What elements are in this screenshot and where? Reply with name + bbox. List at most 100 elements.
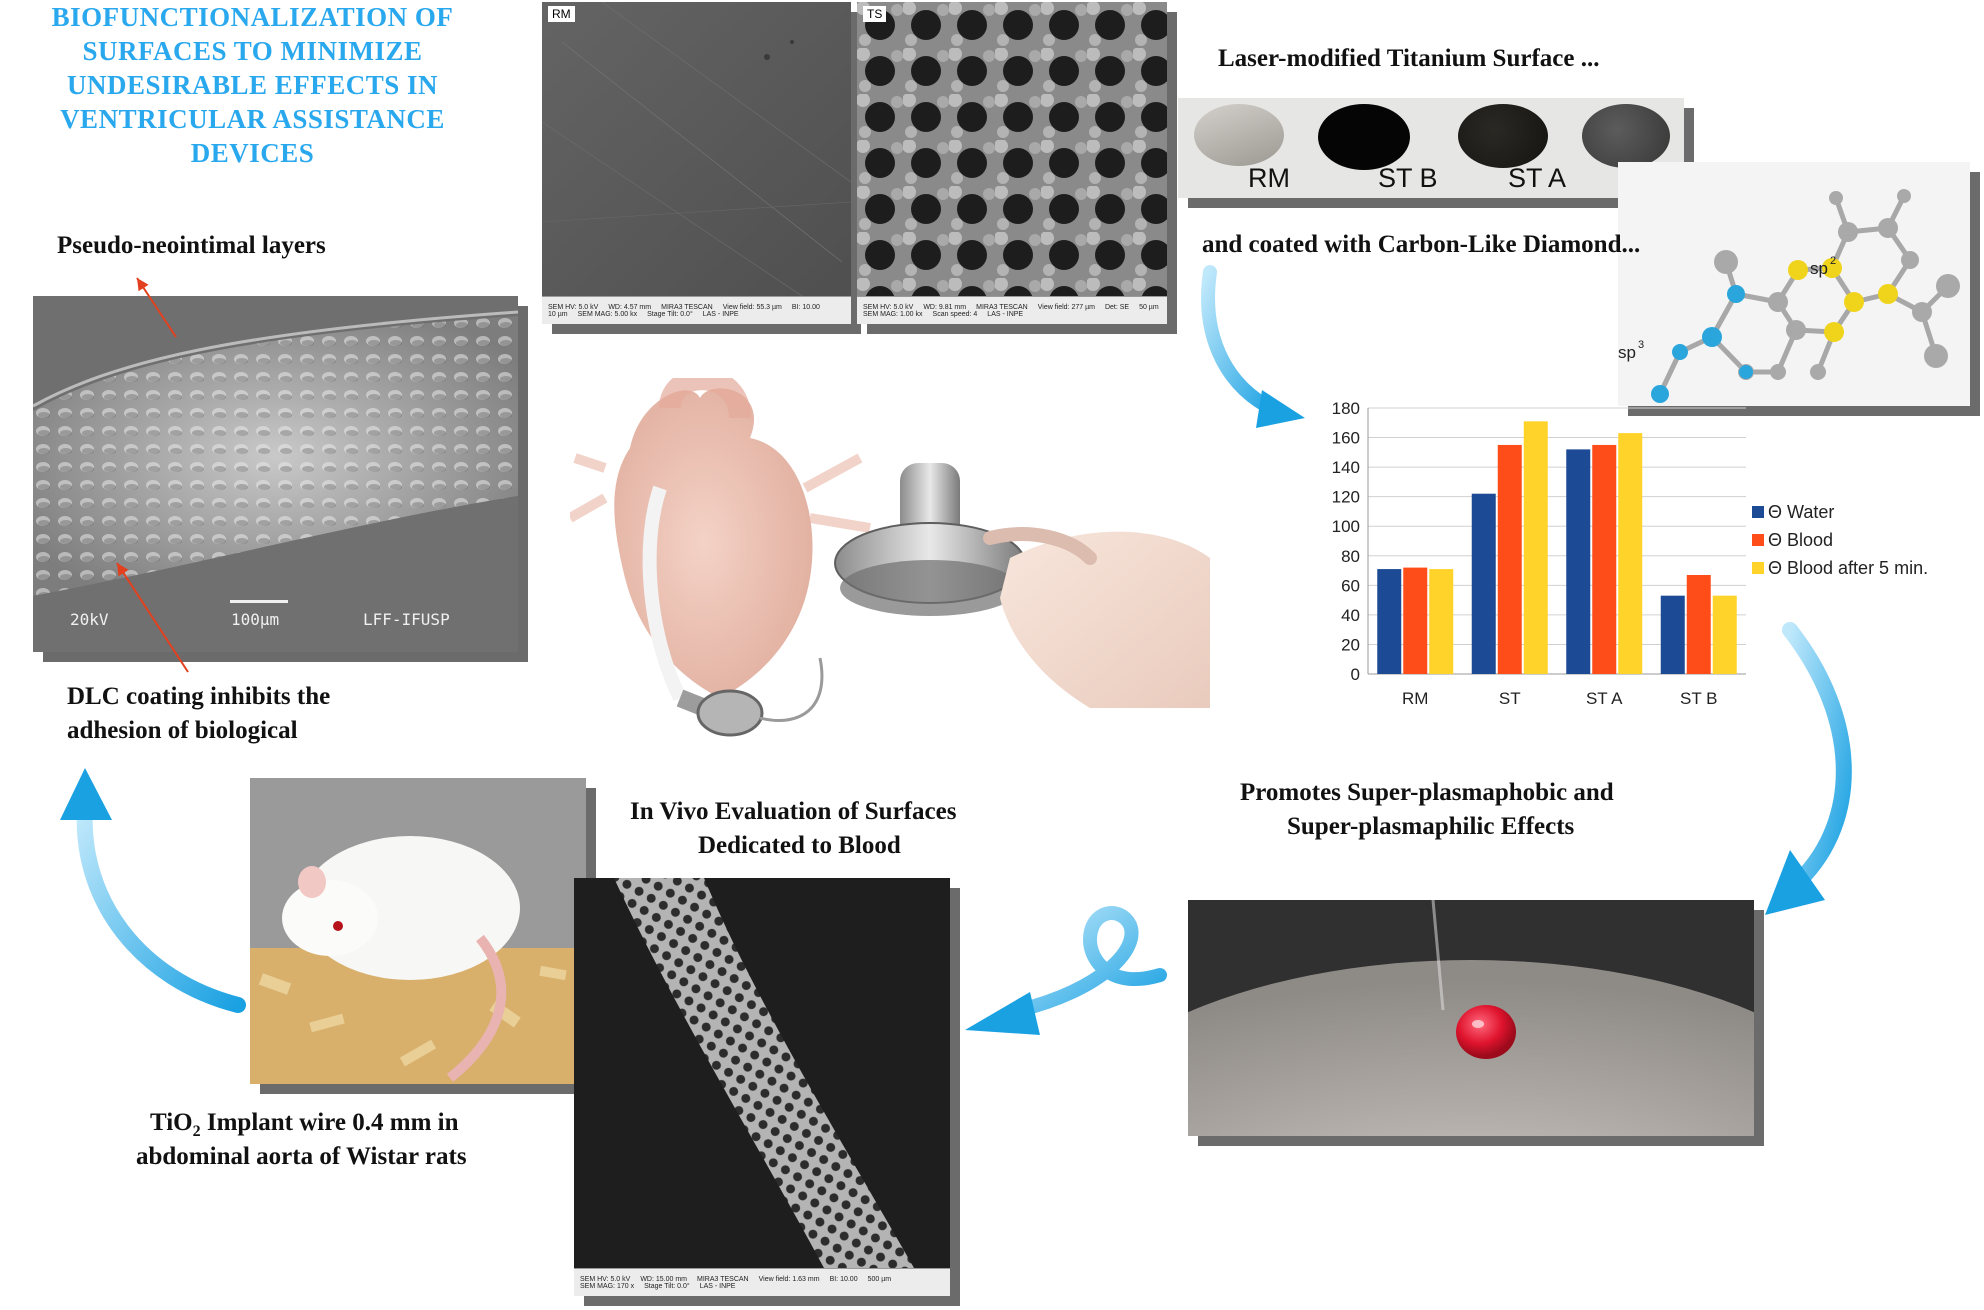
- sem-ts-image: TS SEM HV: 5.0 kV WD: 9.81 mm MIRA3 TESC…: [857, 2, 1167, 324]
- ts-info-2: MIRA3 TESCAN: [976, 303, 1028, 311]
- ts-info-7: Scan speed: 4: [932, 310, 978, 318]
- vad-illustration: [567, 368, 1220, 768]
- tio2-rest: Implant wire 0.4 mm in: [200, 1109, 459, 1136]
- legend-swatch-0: [1752, 506, 1764, 518]
- x-tick-label-st-a: ST A: [1586, 689, 1623, 708]
- rm-info-6: SEM MAG: 5.00 kx: [577, 310, 638, 318]
- ts-info-5: 50 µm: [1139, 303, 1159, 311]
- sem-lab-label: LFF-IFUSP: [363, 610, 450, 629]
- ts-info-0: SEM HV: 5.0 kV: [863, 303, 914, 311]
- ts-info-1: WD: 9.81 mm: [923, 303, 967, 311]
- y-tick-label-160: 160: [1332, 429, 1360, 448]
- rm-info-2: MIRA3 TESCAN: [661, 303, 713, 311]
- promotes-caption-line2: Super-plasmaphilic Effects: [1287, 813, 1575, 840]
- main-title: BIOFUNCTIONALIZATION OF SURFACES TO MINI…: [51, 2, 454, 168]
- dlc-molecule-image: sp 2 sp 3: [1618, 162, 1970, 406]
- ts-info-4: Det: SE: [1104, 303, 1130, 311]
- x-tick-label-rm: RM: [1402, 689, 1428, 708]
- legend-swatch-2: [1752, 562, 1764, 574]
- ts-texture: [857, 2, 1167, 296]
- sp2-label: sp: [1810, 259, 1828, 278]
- sp2-superscript: 2: [1830, 255, 1836, 267]
- bar-st-series-1: [1497, 444, 1522, 674]
- tio2-subscript: 2: [192, 1123, 201, 1140]
- rm-info-8: LAS - INPE: [702, 310, 739, 318]
- wire-info-8: LAS - INPE: [699, 1282, 736, 1290]
- bar-st-series-2: [1523, 421, 1548, 674]
- ts-info-3: View field: 277 µm: [1037, 303, 1095, 311]
- x-tick-label-st: ST: [1499, 689, 1521, 708]
- y-tick-label-0: 0: [1351, 665, 1360, 684]
- disc-st-b-label: ST B: [1378, 163, 1438, 193]
- legend-label-0: Θ Water: [1768, 502, 1834, 522]
- disc-rm-label: RM: [1248, 163, 1290, 193]
- promotes-caption-line1: Promotes Super-plasmaphobic and: [1240, 779, 1614, 806]
- wistar-rat-photo: [250, 778, 586, 1084]
- y-tick-label-80: 80: [1341, 547, 1360, 566]
- ts-info-8: LAS - INPE: [987, 310, 1024, 318]
- wire-sem-info-bar: SEM HV: 5.0 kV WD: 15.00 mm MIRA3 TESCAN…: [574, 1268, 950, 1296]
- wire-info-1: WD: 15.00 mm: [640, 1275, 687, 1283]
- bar-st-a-series-0: [1566, 449, 1591, 674]
- sem-pseudo-neointimal-image: 20kV 100µm LFF-IFUSP: [33, 296, 518, 652]
- sp3-superscript: 3: [1638, 339, 1644, 351]
- y-tick-label-120: 120: [1332, 488, 1360, 507]
- laser-modified-caption: Laser-modified Titanium Surface ...: [1218, 45, 1600, 72]
- in-vivo-caption-line1: In Vivo Evaluation of Surfaces: [630, 798, 957, 825]
- wire-info-5: 500 µm: [867, 1275, 892, 1283]
- sp3-label: sp: [1618, 343, 1636, 362]
- legend-swatch-1: [1752, 534, 1764, 546]
- disc-st-a-label: ST A: [1508, 163, 1567, 193]
- legend-label-1: Θ Blood: [1768, 530, 1833, 550]
- bar-st-series-0: [1471, 493, 1496, 674]
- wire-info-3: View field: 1.63 mm: [758, 1275, 820, 1283]
- wire-info-4: BI: 10.00: [829, 1275, 858, 1283]
- ts-info-6: SEM MAG: 1.00 kx: [863, 310, 923, 318]
- bar-rm-series-1: [1403, 567, 1428, 674]
- tio2-caption-line1: TiO2 Implant wire 0.4 mm in: [150, 1106, 459, 1149]
- bar-st-b-series-0: [1660, 595, 1685, 674]
- ts-tag: TS: [863, 6, 887, 22]
- rm-info-1: WD: 4.57 mm: [608, 303, 652, 311]
- y-tick-label-140: 140: [1332, 458, 1360, 477]
- rm-sem-info-bar: SEM HV: 5.0 kV WD: 4.57 mm MIRA3 TESCAN …: [542, 296, 851, 324]
- bar-st-b-series-1: [1686, 574, 1711, 674]
- rm-info-3: View field: 55.3 µm: [722, 303, 782, 311]
- ts-sem-info-bar: SEM HV: 5.0 kV WD: 9.81 mm MIRA3 TESCAN …: [857, 296, 1167, 324]
- pseudo-layer-arrow: [136, 277, 177, 338]
- y-tick-label-180: 180: [1332, 400, 1360, 418]
- dlc-arrow: [116, 562, 189, 673]
- y-tick-label-100: 100: [1332, 517, 1360, 536]
- sem-rm-image: RM SEM HV: 5.0 kV WD: 4.57 mm MIRA3 TESC…: [542, 2, 851, 324]
- sem-voltage-label: 20kV: [70, 610, 109, 629]
- wire-info-6: SEM MAG: 170 x: [580, 1282, 635, 1290]
- scale-bar: [230, 600, 288, 603]
- legend-label-2: Θ Blood after 5 min.: [1768, 558, 1928, 578]
- blood-drop-drawing: [1188, 900, 1754, 1136]
- rat-drawing: [250, 778, 586, 1084]
- bar-st-a-series-2: [1618, 433, 1643, 674]
- rm-info-7: Stage Tilt: 0.0°: [647, 310, 693, 318]
- tio2-prefix: TiO: [150, 1109, 193, 1136]
- y-tick-label-60: 60: [1341, 576, 1360, 595]
- contact-angle-chart: 0 20 40 60 80 100 120 140 160 180 RM ST ST A ST B Θ Wa…: [1300, 399, 1960, 720]
- pseudo-neointimal-caption: Pseudo-neointimal layers: [57, 232, 326, 259]
- wire-info-2: MIRA3 TESCAN: [697, 1275, 749, 1283]
- rm-info-4: BI: 10.00: [791, 303, 820, 311]
- wire-info-7: Stage Tilt: 0.0°: [644, 1282, 690, 1290]
- rm-tag: RM: [548, 6, 575, 22]
- titanium-discs-photo: RM ST B ST A ST: [1178, 98, 1684, 198]
- rm-texture: [542, 2, 851, 297]
- rm-info-0: SEM HV: 5.0 kV: [548, 303, 599, 311]
- chart-svg: 0 20 40 60 80 100 120 140 160 180 RM ST ST A ST B Θ Wa…: [1332, 399, 1928, 708]
- in-vivo-caption-line2: Dedicated to Blood: [698, 832, 901, 859]
- disc-st-b: [1318, 104, 1410, 170]
- sem-wire-image: SEM HV: 5.0 kV WD: 15.00 mm MIRA3 TESCAN…: [574, 878, 950, 1296]
- dlc-caption-line1: DLC coating inhibits the: [67, 683, 331, 710]
- y-tick-label-40: 40: [1341, 606, 1360, 625]
- coated-dlc-caption: and coated with Carbon-Like Diamond...: [1202, 231, 1641, 258]
- y-tick-label-20: 20: [1341, 635, 1360, 654]
- bar-st-a-series-1: [1592, 444, 1617, 674]
- bar-st-b-series-2: [1712, 595, 1737, 674]
